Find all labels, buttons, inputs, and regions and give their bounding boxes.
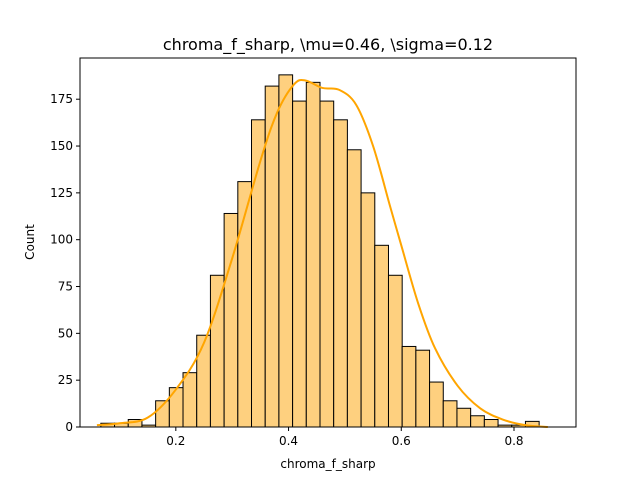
y-tick-label: 0 [65,420,73,434]
histogram-bar [442,400,458,428]
x-tick-label: 0.6 [392,434,411,448]
y-tick-label: 100 [50,233,73,247]
histogram-bar [182,372,198,428]
histogram-bar [360,192,376,428]
histogram-bar [209,274,225,428]
histogram-bar [346,149,362,428]
histogram-bar [292,100,307,428]
histogram-bar [387,274,403,428]
x-tick-label: 0.8 [504,434,523,448]
histogram-bar [196,334,211,428]
y-tick-label: 50 [58,326,73,340]
y-tick-label: 125 [50,186,73,200]
y-axis-ticks: 0 25 50 75 100 125 150 175 [50,92,80,434]
histogram-bar [401,345,417,428]
chart-title: chroma_f_sharp, \mu=0.46, \sigma=0.12 [163,35,493,55]
kde-curve [96,78,548,428]
histogram-bar [305,81,321,428]
histogram-bar [470,415,485,428]
histogram-bar [319,100,335,428]
histogram-bar [429,381,444,428]
histogram-bar [415,349,431,428]
histogram-bars [100,74,540,428]
histogram-bar [374,244,389,428]
x-axis-ticks: 0.2 0.4 0.6 0.8 [166,427,524,448]
axes-frame [79,57,577,428]
x-tick-label: 0.2 [166,434,185,448]
x-axis-label: chroma_f_sharp [280,457,375,471]
y-tick-label: 25 [58,373,73,387]
y-tick-label: 150 [50,139,73,153]
histogram-bar [333,119,348,428]
histogram-bar [456,407,472,428]
y-axis-label: Count [23,224,37,260]
x-tick-label: 0.4 [279,434,298,448]
y-tick-label: 175 [50,92,73,106]
histogram-bar [278,74,294,428]
histogram-bar [168,387,184,428]
y-tick-label: 75 [58,280,73,294]
histogram-bar [483,419,499,428]
